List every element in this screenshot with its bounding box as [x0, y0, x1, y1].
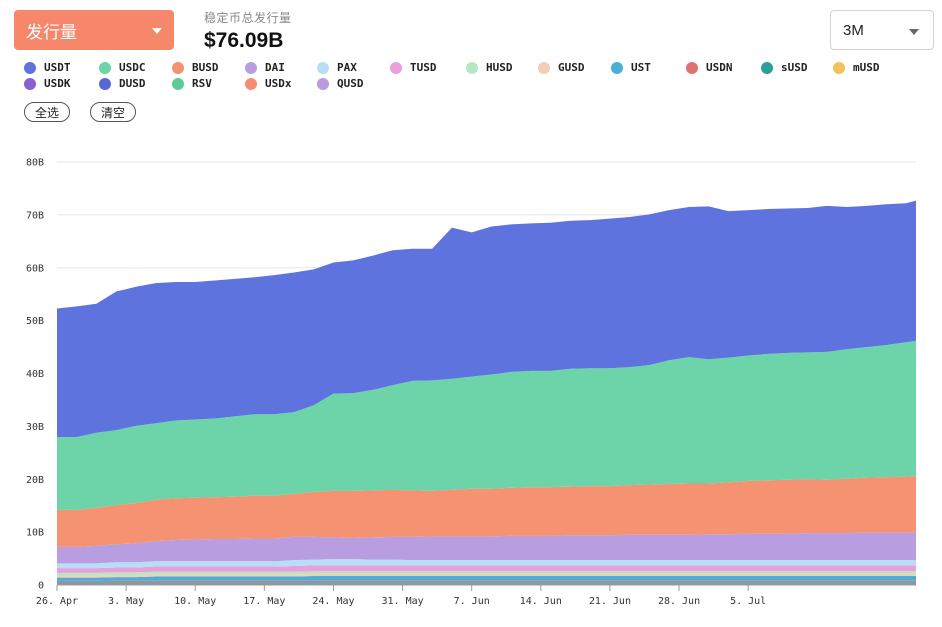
legend-item-usdk[interactable]: USDK	[24, 77, 71, 90]
legend-dot-icon	[390, 61, 402, 74]
area-series-ust[interactable]	[57, 576, 916, 581]
area-series-misc-stablecoins[interactable]	[57, 580, 916, 585]
area-series-usdc[interactable]	[57, 340, 916, 510]
legend-item-husd[interactable]: HUSD	[466, 61, 513, 74]
legend-dot-icon	[833, 61, 845, 74]
legend-item-busd[interactable]: BUSD	[172, 61, 219, 74]
legend-label: DAI	[265, 61, 285, 74]
legend-item-usdc[interactable]: USDC	[99, 61, 146, 74]
legend-dot-icon	[99, 77, 111, 90]
x-tick-label: 5. Jul	[730, 596, 766, 607]
legend-dot-icon	[172, 61, 184, 74]
legend-label: DUSD	[119, 77, 146, 90]
legend-item-ust[interactable]: UST	[611, 61, 651, 74]
area-series-busd[interactable]	[57, 476, 916, 547]
area-series-gusd[interactable]	[57, 573, 916, 578]
x-tick-label: 7. Jun	[454, 596, 490, 607]
clear-button[interactable]: 清空	[90, 102, 136, 122]
time-range-dropdown[interactable]: 3M	[830, 10, 934, 50]
legend-item-pax[interactable]: PAX	[317, 61, 357, 74]
x-tick-label: 3. May	[108, 596, 144, 607]
x-axis-ticks: 26. Apr 3. May 10. May 17. May 24. May 31. Ma…	[36, 585, 766, 607]
y-tick-label: 50B	[26, 316, 44, 327]
legend-item-dai[interactable]: DAI	[245, 61, 285, 74]
legend-dot-icon	[172, 77, 184, 90]
legend-label: RSV	[192, 77, 212, 90]
legend-dot-icon	[24, 61, 36, 74]
legend-item-dusd[interactable]: DUSD	[99, 77, 146, 90]
legend-label: USDT	[44, 61, 71, 74]
legend-dot-icon	[317, 61, 329, 74]
y-tick-label: 60B	[26, 263, 44, 274]
x-tick-label: 31. May	[381, 596, 423, 607]
metric-dropdown-label: 发行量	[26, 22, 77, 42]
metric-dropdown[interactable]: 发行量	[14, 10, 174, 50]
area-series-usdt[interactable]	[57, 200, 916, 437]
area-series-tusd[interactable]	[57, 565, 916, 573]
y-tick-label: 80B	[26, 158, 44, 169]
legend-dot-icon	[611, 61, 623, 74]
select-all-button[interactable]: 全选	[24, 102, 70, 122]
legend-label: mUSD	[853, 61, 880, 74]
legend-label: GUSD	[558, 61, 585, 74]
legend-dot-icon	[245, 61, 257, 74]
legend-label: USDC	[119, 61, 146, 74]
total-supply-label: 稳定币总发行量	[204, 11, 292, 25]
area-series-pax[interactable]	[57, 559, 916, 569]
chevron-down-icon	[909, 29, 919, 35]
legend-label: UST	[631, 61, 651, 74]
y-tick-label: 0	[38, 581, 44, 592]
legend-dot-icon	[466, 61, 478, 74]
legend-item-usdx[interactable]: USDx	[245, 77, 292, 90]
x-tick-label: 14. Jun	[520, 596, 562, 607]
y-tick-label: 30B	[26, 422, 44, 433]
total-supply-summary: 稳定币总发行量 $76.09B	[204, 9, 292, 53]
x-tick-label: 28. Jun	[658, 596, 700, 607]
legend-item-rsv[interactable]: RSV	[172, 77, 212, 90]
legend-label: TUSD	[410, 61, 437, 74]
y-axis-ticks: 0 10B 20B 30B 40B 50B 60B 70B 80B	[26, 158, 44, 592]
legend-label: QUSD	[337, 77, 364, 90]
legend-label: PAX	[337, 61, 357, 74]
y-tick-label: 70B	[26, 210, 44, 221]
legend-dot-icon	[317, 77, 329, 90]
chart-areas	[57, 200, 916, 585]
legend-dot-icon	[761, 61, 773, 74]
legend-item-gusd[interactable]: GUSD	[538, 61, 585, 74]
legend-label: USDK	[44, 77, 71, 90]
legend-dot-icon	[538, 61, 550, 74]
y-tick-label: 20B	[26, 475, 44, 486]
x-tick-label: 21. Jun	[589, 596, 631, 607]
legend-dot-icon	[24, 77, 36, 90]
legend-label: USDN	[706, 61, 733, 74]
legend-label: BUSD	[192, 61, 219, 74]
legend-dot-icon	[245, 77, 257, 90]
legend-item-susd[interactable]: sUSD	[761, 61, 808, 74]
y-tick-label: 40B	[26, 369, 44, 380]
x-tick-label: 26. Apr	[36, 596, 78, 607]
legend-item-musd[interactable]: mUSD	[833, 61, 880, 74]
legend-item-usdt[interactable]: USDT	[24, 61, 71, 74]
legend-label: HUSD	[486, 61, 513, 74]
legend-label: USDx	[265, 77, 292, 90]
area-series-husd[interactable]	[57, 571, 916, 576]
x-tick-label: 10. May	[174, 596, 216, 607]
legend-item-tusd[interactable]: TUSD	[390, 61, 437, 74]
legend-item-qusd[interactable]: QUSD	[317, 77, 364, 90]
total-supply-value: $76.09B	[204, 29, 284, 52]
y-tick-label: 10B	[26, 528, 44, 539]
legend-label: sUSD	[781, 61, 808, 74]
legend-dot-icon	[99, 61, 111, 74]
legend-item-usdn[interactable]: USDN	[686, 61, 733, 74]
chevron-down-icon	[152, 28, 162, 34]
area-series-dai[interactable]	[57, 532, 916, 564]
legend-dot-icon	[686, 61, 698, 74]
x-tick-label: 17. May	[243, 596, 285, 607]
x-tick-label: 24. May	[312, 596, 354, 607]
time-range-label: 3M	[843, 21, 864, 39]
